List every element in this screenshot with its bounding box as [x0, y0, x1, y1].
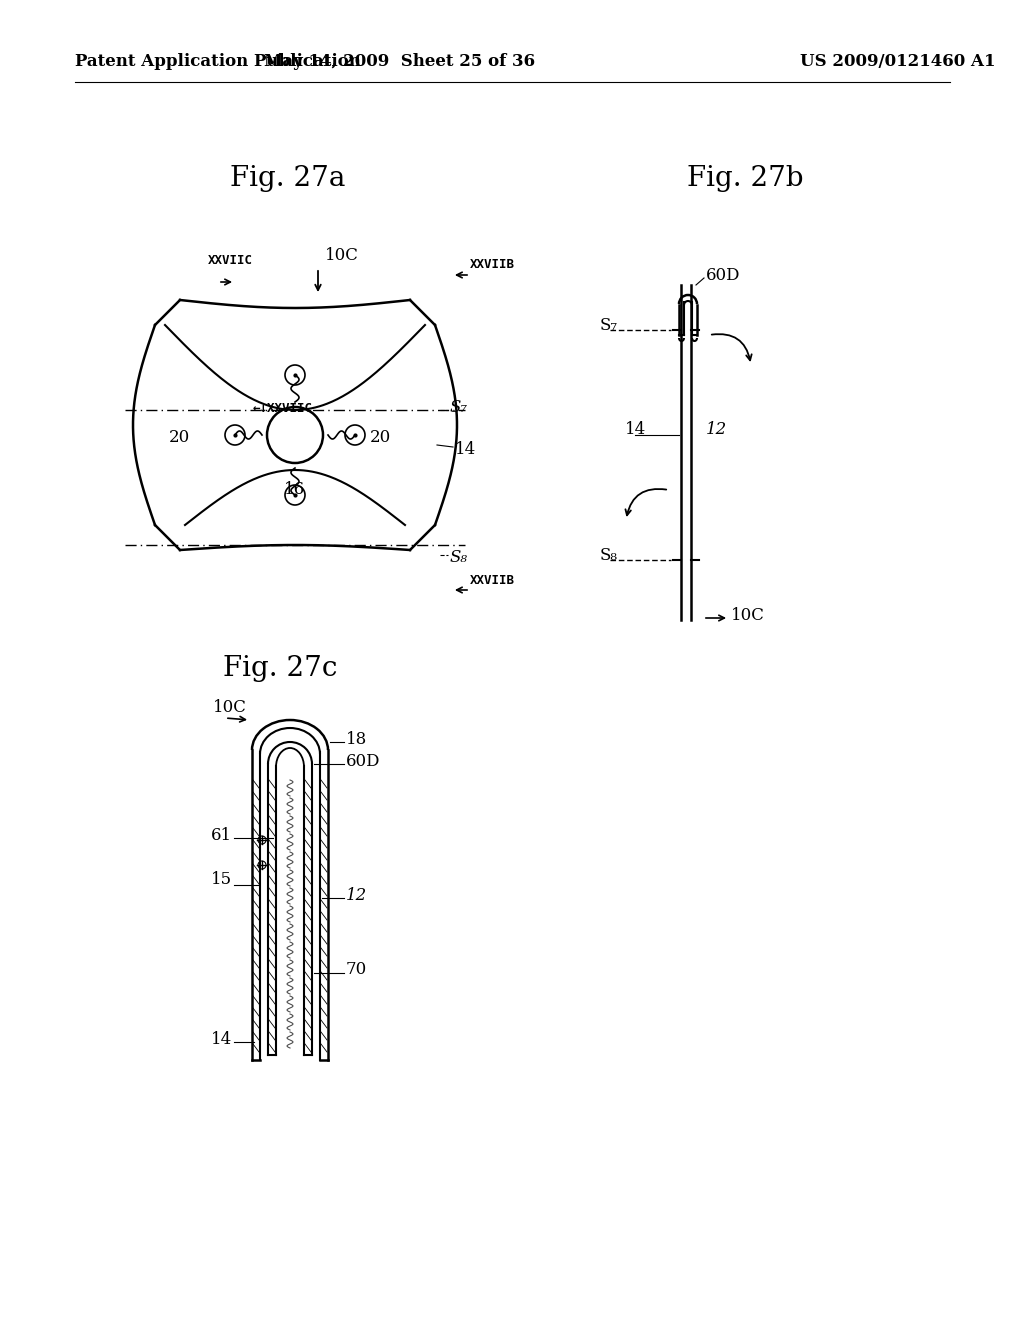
Text: S₈: S₈ [450, 549, 468, 566]
Text: XXVIIB: XXVIIB [470, 259, 515, 272]
Text: 18: 18 [346, 731, 368, 748]
Text: US 2009/0121460 A1: US 2009/0121460 A1 [800, 54, 995, 70]
Text: XXVIIB: XXVIIB [470, 573, 515, 586]
Text: 70: 70 [346, 961, 368, 978]
Text: 14: 14 [455, 441, 476, 458]
Text: S₈: S₈ [600, 546, 618, 564]
Text: 16: 16 [285, 482, 305, 499]
Text: 10C: 10C [325, 248, 358, 264]
Text: May 14, 2009  Sheet 25 of 36: May 14, 2009 Sheet 25 of 36 [264, 54, 536, 70]
Text: Patent Application Publication: Patent Application Publication [75, 54, 360, 70]
Text: 20: 20 [370, 429, 391, 446]
Text: 60D: 60D [346, 754, 381, 771]
Text: 15: 15 [211, 871, 232, 888]
Text: 20: 20 [169, 429, 190, 446]
Text: 10C: 10C [213, 700, 247, 717]
Text: 12: 12 [346, 887, 368, 903]
Text: 14: 14 [625, 421, 646, 438]
Text: ←↓XXVIIC: ←↓XXVIIC [253, 401, 313, 414]
Text: Fig. 27c: Fig. 27c [223, 655, 337, 681]
Text: 10C: 10C [731, 606, 765, 623]
Text: Fig. 27b: Fig. 27b [687, 165, 803, 191]
Text: XXVIIC: XXVIIC [208, 253, 253, 267]
Text: S₇: S₇ [450, 400, 468, 417]
Text: 14: 14 [211, 1031, 232, 1048]
Text: 12: 12 [706, 421, 727, 438]
Text: S₇: S₇ [600, 317, 618, 334]
Text: 60D: 60D [706, 267, 740, 284]
Text: 61: 61 [211, 826, 232, 843]
Text: Fig. 27a: Fig. 27a [230, 165, 346, 191]
